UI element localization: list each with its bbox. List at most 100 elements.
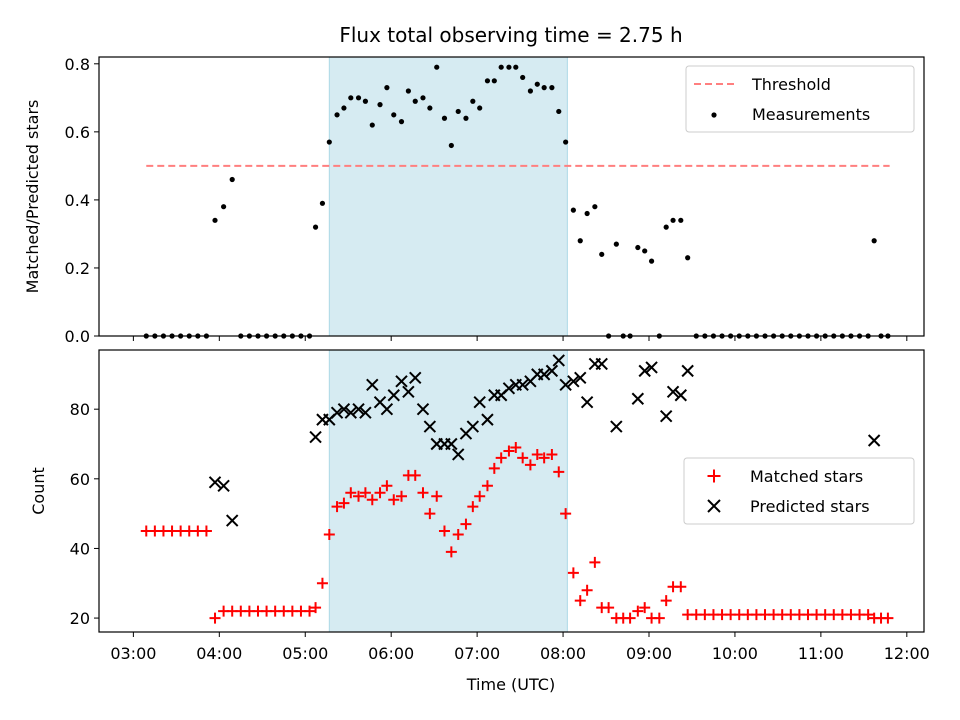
top-legend-box — [685, 65, 915, 133]
matched-star-point — [353, 490, 365, 502]
predicted-star-point — [574, 371, 587, 385]
measurement-point — [663, 224, 669, 230]
measurement-point — [484, 78, 491, 84]
top-axes-frame — [98, 56, 925, 337]
measurement-point — [678, 217, 684, 223]
predicted-star-point — [387, 389, 400, 402]
observing-window-shade-bottom — [328, 349, 568, 633]
x-tick-label: 03:00 — [110, 644, 156, 663]
bottom-x-ticks: 03:00 04:00 05:00 06:00 07:00 08:00 09:00 10:00… — [110, 632, 930, 663]
predicted-star-point — [638, 364, 651, 378]
predicted-star-point — [395, 375, 408, 388]
predicted-star-point — [666, 385, 680, 398]
matched-star-point — [331, 501, 343, 513]
matched-star-point — [632, 605, 644, 617]
predicted-star-point — [545, 364, 559, 378]
predicted-star-point — [344, 406, 358, 419]
predicted-star-point — [552, 354, 565, 367]
matched-star-point — [567, 567, 579, 579]
matched-star-point — [474, 490, 486, 502]
measurement-point — [212, 217, 218, 223]
measurement-point — [448, 142, 454, 149]
measurement-point — [541, 85, 547, 91]
measurement-point — [599, 251, 605, 257]
predicted-star-point — [380, 402, 394, 416]
top-x-ticks — [132, 336, 908, 341]
matched-star-point — [431, 490, 443, 502]
matched-star-point — [323, 529, 335, 541]
matched-star-point — [310, 602, 322, 614]
measurement-point — [412, 98, 418, 104]
observing-window-shade-top — [328, 56, 568, 337]
matched-star-point — [438, 525, 450, 537]
matched-star-point — [460, 518, 472, 530]
measurement-point — [420, 95, 426, 101]
top-y-tick-label: 0.6 — [65, 123, 90, 142]
matched-star-point — [488, 462, 500, 474]
measurement-point — [491, 78, 497, 84]
measurement-point — [326, 139, 332, 145]
bottom-y-tick-label: 20 — [70, 609, 90, 628]
predicted-star-point — [402, 385, 415, 398]
measurement-point — [635, 244, 641, 251]
top-y-ticks: 0.0 0.2 0.4 0.6 0.8 — [65, 55, 99, 346]
bottom-axes-frame — [98, 349, 925, 633]
bottom-y-tick-label: 60 — [70, 470, 90, 489]
matched-star-point — [359, 487, 371, 499]
matched-star-point — [524, 459, 536, 471]
measurement-point — [434, 64, 440, 70]
measurement-point — [556, 108, 562, 115]
matched-star-point — [503, 445, 515, 457]
top-y-tick-label: 0.8 — [65, 55, 90, 74]
measurement-point — [592, 204, 598, 210]
matched-star-point — [495, 452, 507, 464]
measurement-point — [362, 98, 369, 104]
matched-star-point — [381, 480, 393, 492]
bottom-legend: Matched stars Predicted stars — [683, 457, 915, 525]
measurement-point — [455, 108, 461, 115]
predicted-star-point — [502, 382, 516, 395]
matched-star-point — [467, 501, 479, 513]
matched-star-point — [510, 441, 522, 453]
measurement-point — [319, 200, 326, 206]
measurement-point — [648, 258, 655, 264]
measurement-point — [871, 238, 877, 244]
matched-star-point — [574, 595, 586, 607]
predicted-star-point — [352, 402, 365, 416]
matched-star-point — [338, 497, 350, 509]
predicted-star-point — [409, 371, 422, 385]
matched-star-point — [345, 487, 357, 499]
matched-star-point — [366, 494, 378, 506]
matched-star-point — [603, 602, 615, 614]
matched-star-point — [581, 584, 593, 596]
legend-matched-label: Matched stars — [750, 467, 863, 486]
predicted-star-point — [452, 448, 465, 461]
predicted-star-point — [610, 420, 623, 433]
matched-star-point — [862, 609, 874, 621]
x-tick-label: 08:00 — [540, 644, 586, 663]
matched-star-point — [882, 612, 894, 624]
matched-star-point — [200, 525, 212, 537]
predicted-star-point — [580, 396, 594, 409]
measurement-point — [427, 105, 433, 111]
legend-measurements-swatch — [711, 112, 717, 118]
measurement-point — [577, 238, 583, 244]
measurement-point — [534, 81, 540, 87]
measurement-point — [470, 98, 476, 104]
measurement-point — [549, 85, 555, 91]
measurement-point — [369, 122, 375, 128]
measurement-point — [221, 204, 227, 210]
matched-star-point — [388, 494, 400, 506]
predicted-star-point — [681, 364, 694, 378]
predicted-star-point — [516, 378, 529, 392]
matched-star-point — [660, 595, 672, 607]
matched-star-point — [445, 546, 457, 558]
legend-threshold-label: Threshold — [751, 75, 831, 94]
x-tick-label: 04:00 — [196, 644, 242, 663]
matched-star-point — [553, 466, 565, 478]
legend-predicted-label: Predicted stars — [750, 497, 870, 516]
measurement-point — [463, 115, 469, 121]
predicted-star-point — [481, 413, 494, 426]
predicted-star-point — [645, 361, 658, 374]
